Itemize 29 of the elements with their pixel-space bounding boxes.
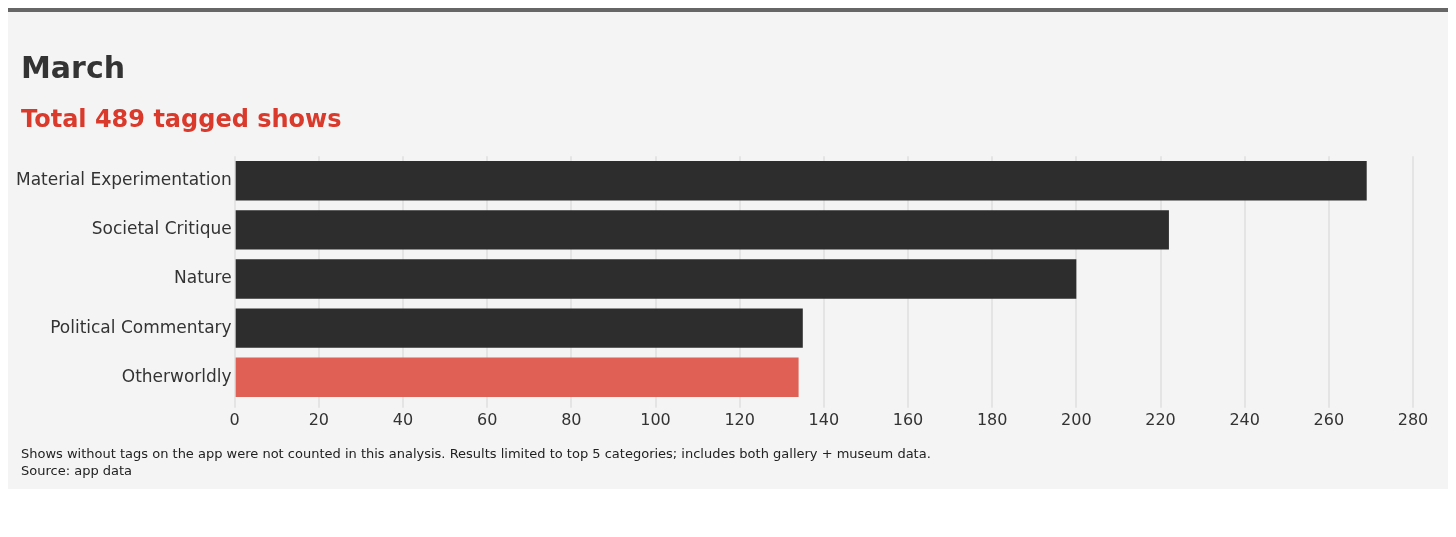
text: Shows without tags on the app were not counted in this analysis. Results limited to top 5 categories; includes both gallery + museum data. [21,445,932,462]
x-tick-label: 0 [229,409,240,429]
x-tick-label: 60 [476,409,498,429]
chart-title: March [20,49,127,85]
x-tick-label: 100 [640,409,671,429]
bar [235,161,1367,201]
x-tick-label: 180 [976,409,1008,429]
x-tick-label: 120 [724,409,755,429]
x-tick-label: 260 [1313,409,1345,429]
x-tick-label: 240 [1229,409,1260,429]
bar [235,308,803,348]
bar [235,357,799,397]
x-tick-label: 80 [561,409,582,429]
chart-subtitle: Total 489 tagged shows [20,104,343,133]
y-tick-label: Societal Critique [91,218,232,239]
x-tick-label: 140 [808,409,840,429]
y-tick-label: Otherworldly [121,365,232,386]
y-tick-label: Nature [174,267,232,288]
bar [235,210,1169,250]
source-note: Source: app data [21,462,134,479]
x-tick-label: 20 [308,409,330,429]
x-tick-label: 160 [892,409,924,429]
x-tick-label: 200 [1061,409,1092,429]
bar [235,259,1077,299]
x-tick-label: 40 [392,409,414,429]
x-tick-label: 280 [1397,409,1429,429]
y-tick-label: Material Experimentation [16,169,232,190]
x-tick-label: 220 [1145,409,1176,429]
y-tick-label: Political Commentary [50,316,232,337]
